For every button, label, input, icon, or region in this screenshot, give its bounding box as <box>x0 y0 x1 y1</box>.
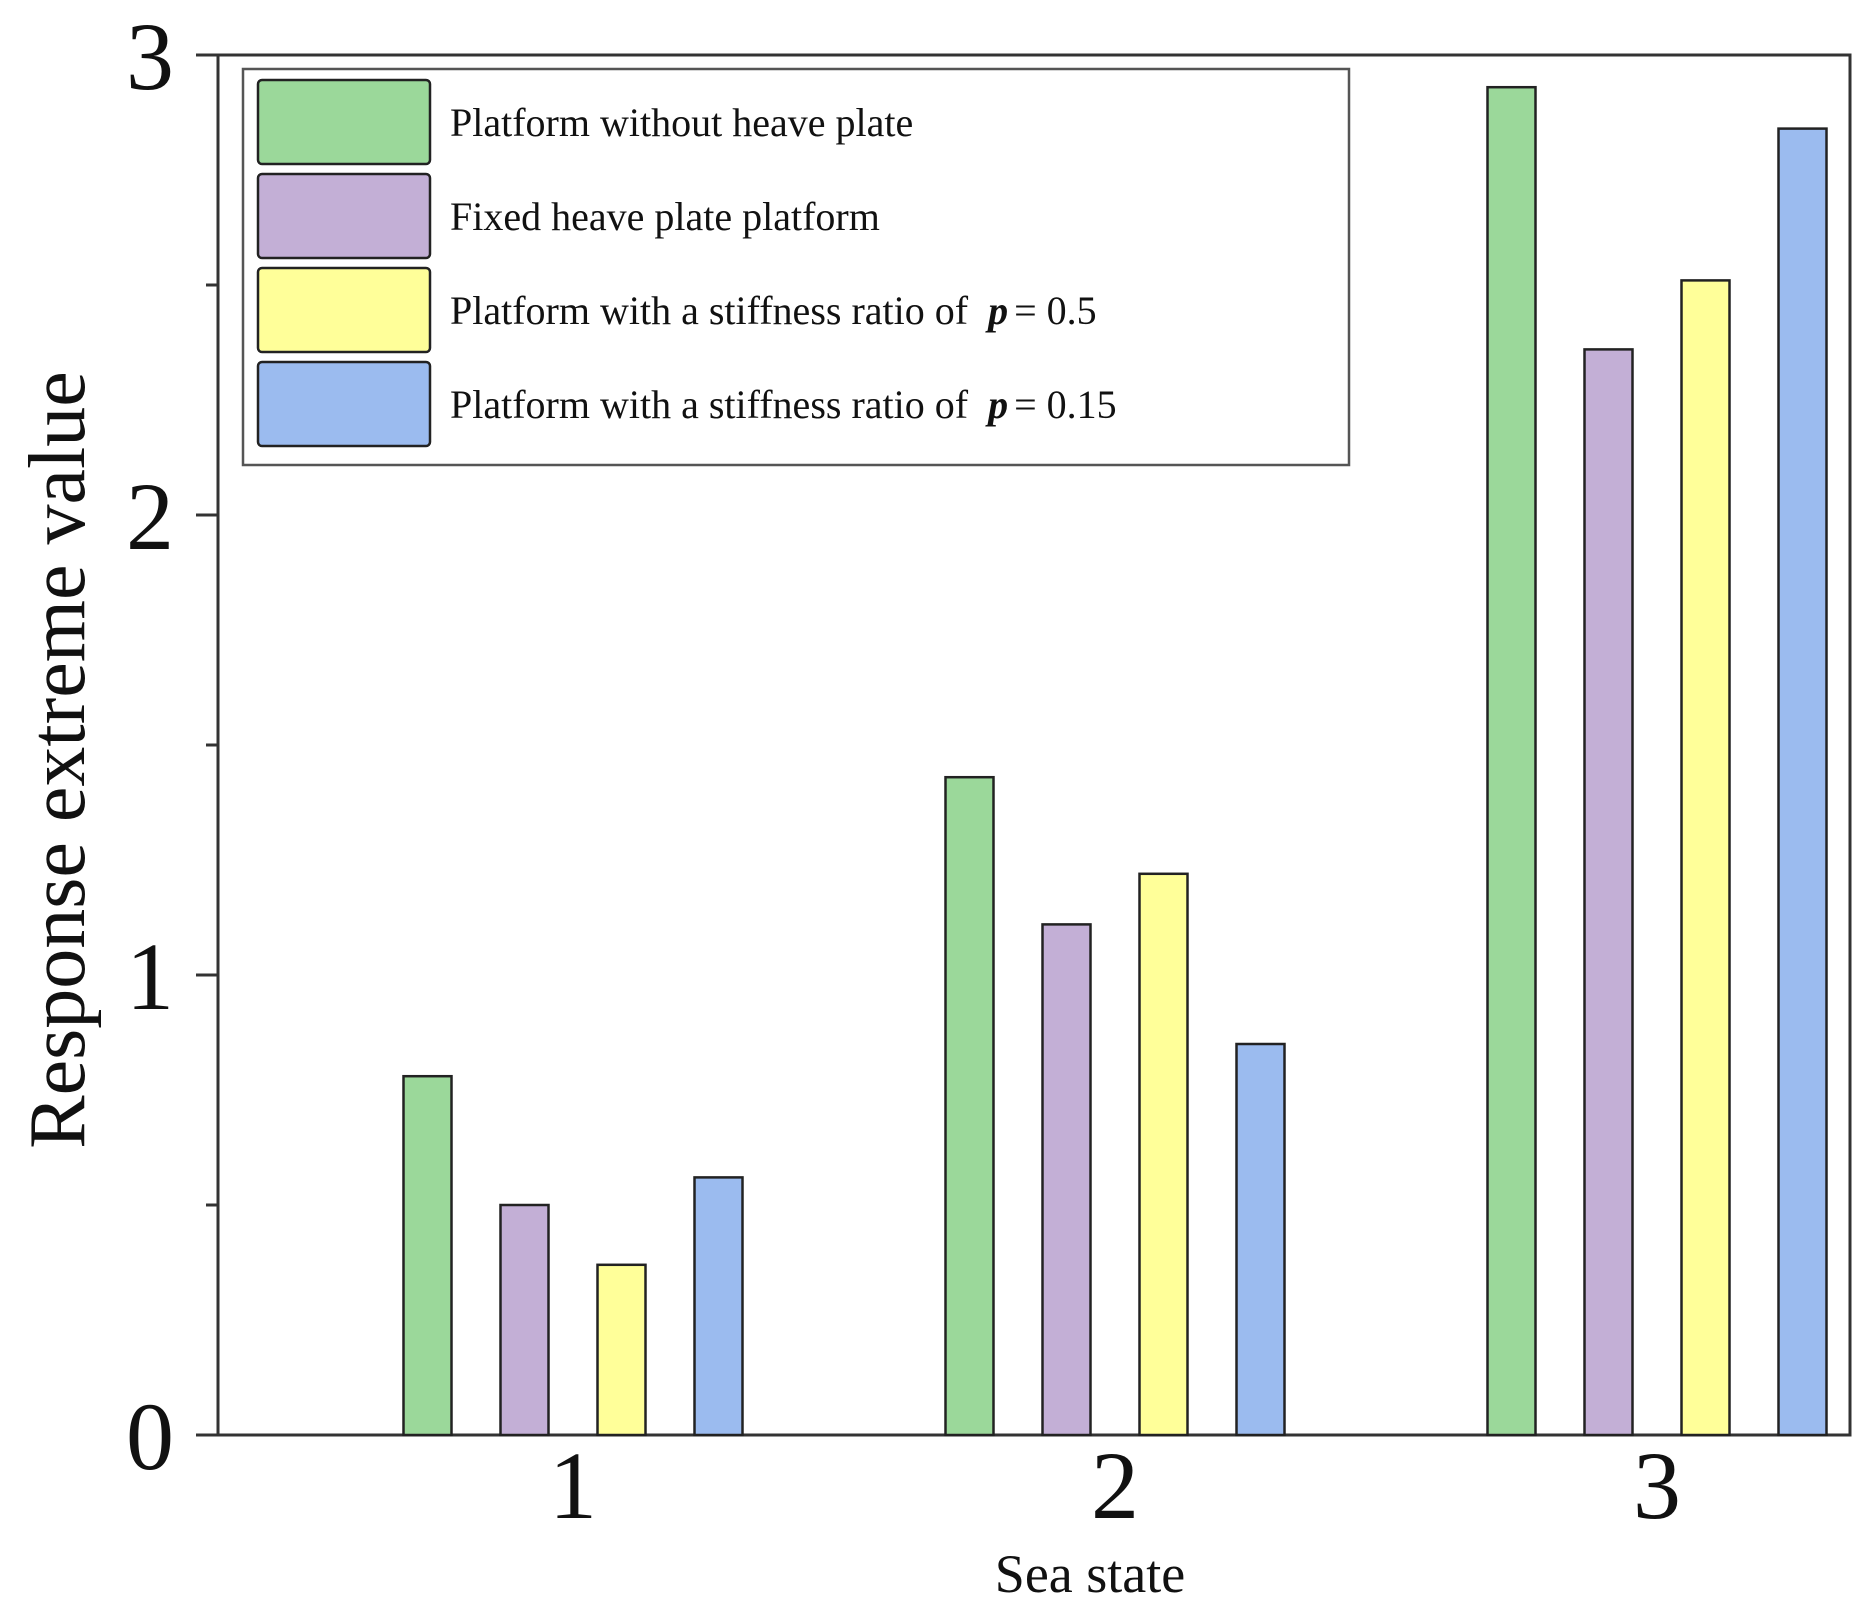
bar <box>1138 872 1189 1437</box>
bars-group <box>402 85 1828 1437</box>
bar <box>1583 348 1634 1437</box>
bar <box>1486 85 1537 1437</box>
bar <box>1041 923 1092 1437</box>
bar <box>1680 279 1731 1437</box>
legend-swatch <box>256 78 432 166</box>
legend: Platform without heave plate Fixed heave … <box>241 67 1351 467</box>
legend-label: Platform without heave plate <box>450 100 913 145</box>
bar <box>499 1203 550 1437</box>
x-axis: 1 2 3 <box>549 1432 1681 1539</box>
x-axis-title: Sea state <box>995 1544 1185 1604</box>
x-tick-label: 3 <box>1633 1432 1681 1539</box>
legend-swatch <box>256 360 432 448</box>
legend-label: Platform with a stiffness ratio of p = 0.1… <box>450 382 1117 427</box>
bar <box>596 1263 647 1437</box>
bar <box>944 775 995 1437</box>
y-tick-label: 1 <box>126 923 174 1030</box>
bar <box>1777 127 1828 1437</box>
x-tick-label: 2 <box>1091 1432 1139 1539</box>
legend-swatch <box>256 172 432 260</box>
x-tick-label: 1 <box>549 1432 597 1539</box>
legend-label: Platform with a stiffness ratio of p = 0.5 <box>450 288 1097 333</box>
y-tick-label: 2 <box>126 463 174 570</box>
y-tick-label: 0 <box>126 1383 174 1490</box>
legend-swatch <box>256 266 432 354</box>
y-tick-label: 3 <box>126 3 174 110</box>
bar <box>693 1176 744 1437</box>
legend-label: Fixed heave plate platform <box>450 194 880 239</box>
bar <box>1235 1042 1286 1437</box>
bar <box>402 1074 453 1437</box>
y-axis-title: Response extreme value <box>14 371 102 1149</box>
y-axis: 0 1 2 3 <box>126 3 218 1490</box>
